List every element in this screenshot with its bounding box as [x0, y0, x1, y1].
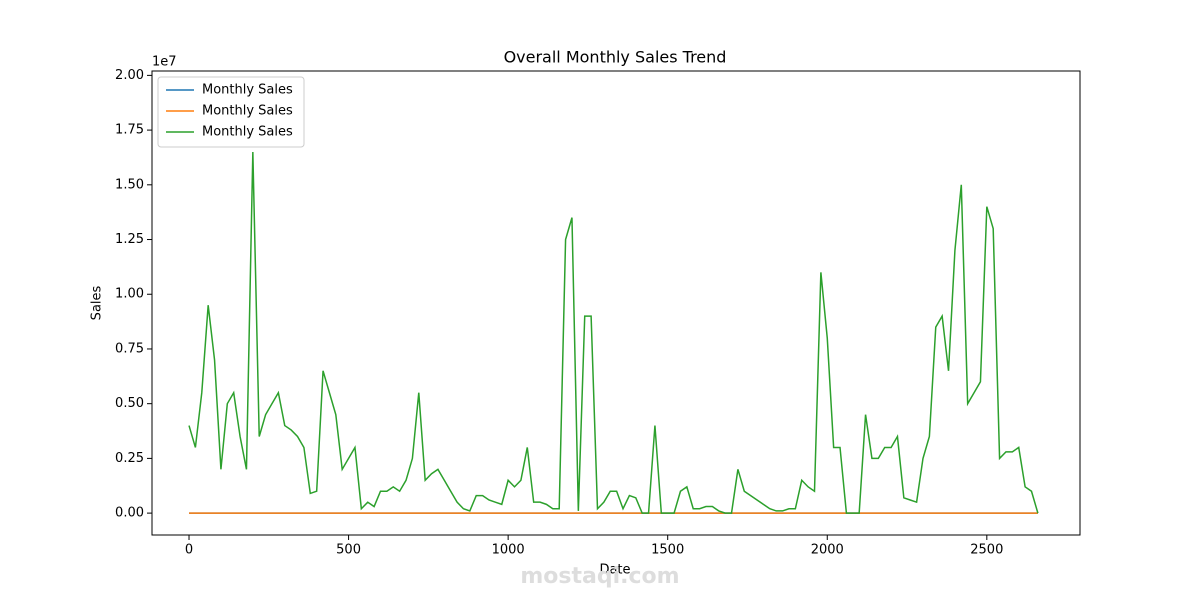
chart-title: Overall Monthly Sales Trend: [504, 48, 727, 67]
x-tick-label: 500: [336, 543, 361, 558]
y-tick-label: 1.50: [115, 177, 144, 192]
legend-label: Monthly Sales: [202, 83, 293, 98]
y-tick-label: 0.50: [115, 396, 144, 411]
x-axis-label: Date: [599, 563, 630, 578]
x-tick-label: 1500: [651, 543, 684, 558]
x-tick-label: 2000: [811, 543, 844, 558]
y-axis-label: Sales: [90, 285, 105, 320]
watermark: mostaqi.com: [520, 564, 679, 589]
legend-label: Monthly Sales: [202, 125, 293, 140]
y-tick-label: 1.00: [115, 287, 144, 302]
x-tick-label: 2500: [970, 543, 1003, 558]
legend-label: Monthly Sales: [202, 104, 293, 119]
y-tick-label: 1.75: [115, 123, 144, 138]
y-tick-label: 0.75: [115, 341, 144, 356]
x-tick-label: 1000: [492, 543, 525, 558]
plot-frame: [151, 70, 1081, 536]
y-tick-label: 0.25: [115, 451, 144, 466]
series-line: [188, 151, 1039, 514]
y-tick-label: 1.25: [115, 232, 144, 247]
legend-box: [157, 76, 305, 148]
y-tick-label: 0.00: [115, 506, 144, 521]
y-offset-label: 1e7: [152, 55, 177, 70]
x-tick-label: 0: [185, 543, 193, 558]
y-tick-label: 2.00: [115, 68, 144, 83]
